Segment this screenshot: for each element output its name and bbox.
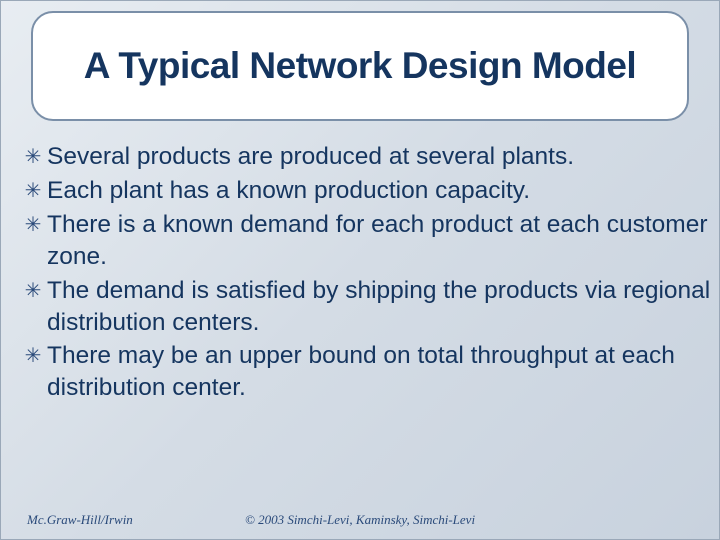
title-container: A Typical Network Design Model (31, 11, 689, 121)
footer-publisher: Mc.Graw-Hill/Irwin (27, 512, 133, 528)
bullet-icon: ✳ (19, 209, 47, 241)
footer-copyright: © 2003 Simchi-Levi, Kaminsky, Simchi-Lev… (245, 512, 475, 528)
bullet-icon: ✳ (19, 141, 47, 173)
bullet-icon: ✳ (19, 175, 47, 207)
bullet-text: There may be an upper bound on total thr… (47, 340, 711, 404)
list-item: ✳ Several products are produced at sever… (19, 141, 711, 173)
bullet-icon: ✳ (19, 340, 47, 372)
bullet-text: Each plant has a known production capaci… (47, 175, 711, 207)
footer: Mc.Graw-Hill/Irwin © 2003 Simchi-Levi, K… (1, 509, 719, 531)
slide-title: A Typical Network Design Model (84, 45, 636, 88)
bullet-text: The demand is satisfied by shipping the … (47, 275, 711, 339)
list-item: ✳ There may be an upper bound on total t… (19, 340, 711, 404)
list-item: ✳ There is a known demand for each produ… (19, 209, 711, 273)
list-item: ✳ The demand is satisfied by shipping th… (19, 275, 711, 339)
list-item: ✳ Each plant has a known production capa… (19, 175, 711, 207)
bullet-list: ✳ Several products are produced at sever… (19, 141, 711, 406)
bullet-icon: ✳ (19, 275, 47, 307)
bullet-text: There is a known demand for each product… (47, 209, 711, 273)
bullet-text: Several products are produced at several… (47, 141, 711, 173)
